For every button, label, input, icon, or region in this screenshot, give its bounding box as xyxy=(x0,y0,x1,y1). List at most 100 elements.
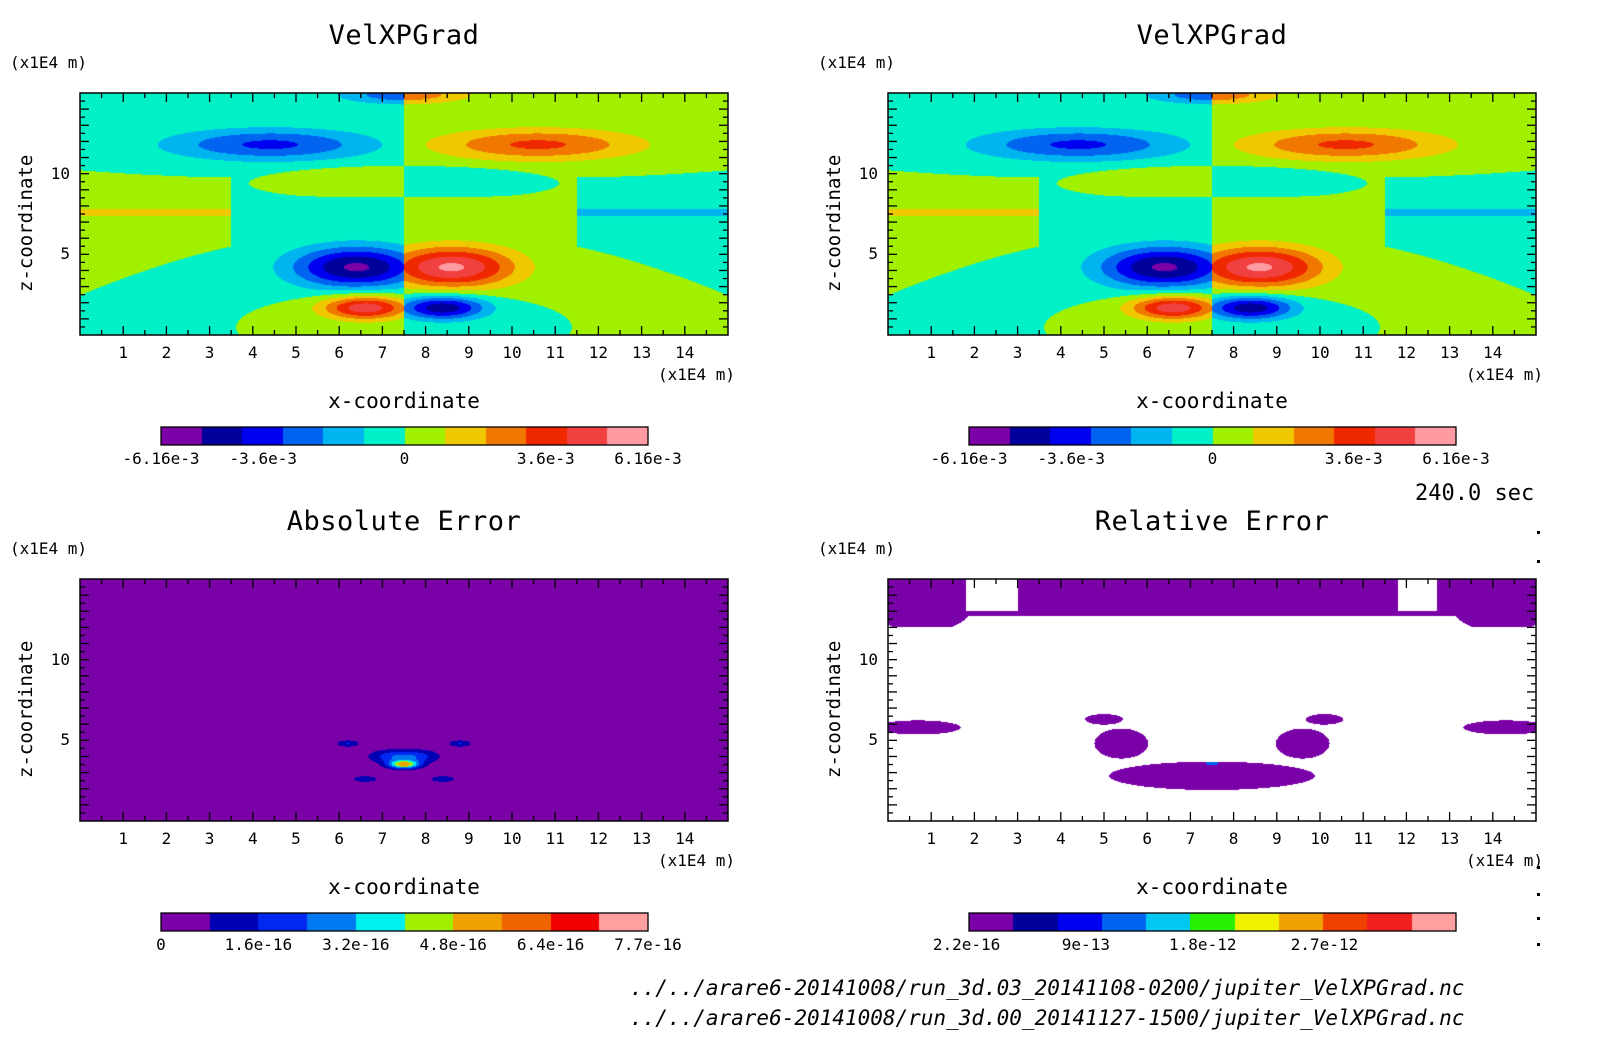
x-tick-label: 9 xyxy=(463,829,474,848)
y-axis-label: z-coordinate xyxy=(15,640,37,778)
y-unit-label: (x1E4 m) xyxy=(10,53,88,72)
x-tick-label: 13 xyxy=(1439,343,1460,362)
x-tick-label: 13 xyxy=(631,829,652,848)
x-tick-label: 3 xyxy=(1012,829,1023,848)
colorbar-label: 2.7e-12 xyxy=(1290,935,1359,954)
x-tick-label: 11 xyxy=(545,343,565,362)
x-tick-label: 14 xyxy=(675,829,695,848)
x-tick-label: 2 xyxy=(969,343,980,362)
x-tick-label: 5 xyxy=(291,829,301,848)
x-tick-label: 1 xyxy=(926,829,937,848)
x-tick-label: 6 xyxy=(334,343,345,362)
x-tick-label: 8 xyxy=(420,343,431,362)
margin-dot xyxy=(1537,560,1540,563)
x-unit-label: (x1E4 m) xyxy=(1466,851,1544,870)
x-axis-label: x-coordinate xyxy=(328,389,480,413)
colorbar-label: 2.2e-16 xyxy=(932,935,1001,954)
time-label: 240.0 sec xyxy=(1415,481,1535,506)
y-tick-label: 10 xyxy=(50,163,70,183)
x-tick-label: 11 xyxy=(1353,343,1373,362)
x-tick-label: 7 xyxy=(1185,343,1196,362)
margin-dot xyxy=(1537,866,1540,869)
margin-dot xyxy=(1537,531,1540,534)
colorbar-label: 0 xyxy=(1207,449,1218,468)
x-tick-label: 1 xyxy=(118,829,129,848)
x-tick-label: 1 xyxy=(926,343,937,362)
x-tick-label: 10 xyxy=(502,343,522,362)
y-tick-label: 10 xyxy=(858,163,878,183)
plot-frame-4 xyxy=(887,578,1537,822)
colorbar-label: -6.16e-3 xyxy=(122,449,200,468)
colorbar-label: 0 xyxy=(399,449,410,468)
x-tick-label: 14 xyxy=(675,343,695,362)
x-tick-label: 12 xyxy=(1396,343,1417,362)
x-axis-label: x-coordinate xyxy=(328,875,480,899)
x-tick-label: 6 xyxy=(1142,343,1153,362)
panel-title: VelXPGrad xyxy=(1136,20,1288,51)
x-tick-label: 1 xyxy=(118,343,129,362)
x-tick-label: 6 xyxy=(334,829,345,848)
x-tick-label: 9 xyxy=(1271,829,1282,848)
x-tick-label: 8 xyxy=(1228,829,1239,848)
y-unit-label: (x1E4 m) xyxy=(818,53,896,72)
plot-frame-2 xyxy=(887,92,1537,336)
x-tick-label: 4 xyxy=(247,343,258,362)
x-tick-label: 11 xyxy=(545,829,565,848)
x-tick-label: 5 xyxy=(1099,343,1109,362)
colorbar-label: 4.8e-16 xyxy=(419,935,487,954)
x-tick-label: 13 xyxy=(1439,829,1460,848)
y-axis-label: z-coordinate xyxy=(15,154,37,292)
y-tick-label: 10 xyxy=(858,649,878,669)
colorbar-label: 6.16e-3 xyxy=(1422,449,1490,468)
x-tick-label: 14 xyxy=(1483,343,1503,362)
margin-dot xyxy=(1537,917,1540,920)
colorbar-3 xyxy=(160,912,649,932)
y-tick-label: 10 xyxy=(50,649,70,669)
x-tick-label: 9 xyxy=(463,343,474,362)
colorbar-label: -6.16e-3 xyxy=(930,449,1008,468)
x-tick-label: 11 xyxy=(1353,829,1373,848)
x-tick-label: 7 xyxy=(377,829,388,848)
y-tick-label: 5 xyxy=(60,244,70,264)
colorbar-2 xyxy=(968,426,1457,446)
x-tick-label: 12 xyxy=(588,829,609,848)
x-tick-label: 4 xyxy=(1055,829,1066,848)
x-tick-label: 13 xyxy=(631,343,652,362)
colorbar-4 xyxy=(968,912,1457,932)
x-tick-label: 5 xyxy=(1099,829,1109,848)
x-tick-label: 8 xyxy=(1228,343,1239,362)
x-tick-label: 2 xyxy=(161,343,172,362)
margin-dot xyxy=(1537,893,1540,896)
colorbar-label: 1.8e-12 xyxy=(1169,935,1237,954)
x-tick-label: 4 xyxy=(247,829,258,848)
x-unit-label: (x1E4 m) xyxy=(658,851,736,870)
x-tick-label: 3 xyxy=(1012,343,1023,362)
x-tick-label: 8 xyxy=(420,829,431,848)
x-tick-label: 10 xyxy=(502,829,522,848)
panel-title: Absolute Error xyxy=(286,506,522,537)
colorbar-label: 9e-13 xyxy=(1061,935,1110,954)
x-tick-label: 9 xyxy=(1271,343,1282,362)
x-tick-label: 3 xyxy=(204,829,215,848)
y-tick-label: 5 xyxy=(868,244,878,264)
plot-frame-1 xyxy=(79,92,729,336)
colorbar-label: -3.6e-3 xyxy=(229,449,297,468)
x-unit-label: (x1E4 m) xyxy=(658,365,736,384)
colorbar-label: 6.16e-3 xyxy=(614,449,682,468)
x-tick-label: 3 xyxy=(204,343,215,362)
x-unit-label: (x1E4 m) xyxy=(1466,365,1544,384)
x-axis-label: x-coordinate xyxy=(1136,875,1288,899)
x-tick-label: 7 xyxy=(1185,829,1196,848)
margin-dot xyxy=(1537,943,1540,946)
x-tick-label: 7 xyxy=(377,343,388,362)
x-tick-label: 6 xyxy=(1142,829,1153,848)
colorbar-label: 3.6e-3 xyxy=(1324,449,1383,468)
x-axis-label: x-coordinate xyxy=(1136,389,1288,413)
x-tick-label: 2 xyxy=(969,829,980,848)
file-path-2: ../../arare6-20141008/run_3d.00_20141127… xyxy=(630,1006,1465,1030)
y-axis-label: z-coordinate xyxy=(823,154,845,292)
colorbar-1 xyxy=(160,426,649,446)
y-unit-label: (x1E4 m) xyxy=(10,539,88,558)
colorbar-label: -3.6e-3 xyxy=(1037,449,1105,468)
